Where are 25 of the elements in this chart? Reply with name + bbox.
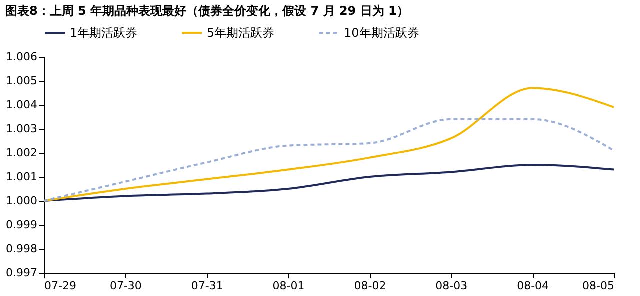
y-tick-label: 1.006 [6,50,38,64]
line-series [43,87,615,202]
x-tick-label: 07-30 [110,280,142,292]
x-tick-label: 07-29 [44,280,76,292]
y-tick-label: 1.003 [6,122,38,136]
y-tick-label: 1.004 [6,98,38,112]
x-tick-label: 08-05 [582,280,614,292]
chart-title: 图表8：上周 5 年期品种表现最好（债券全价变化，假设 7 月 29 日为 1） [6,4,409,18]
y-tick-label: 0.997 [6,266,38,280]
legend-label: 1年期活跃券 [70,26,138,40]
x-tick-label: 08-01 [272,280,305,292]
x-tick-label: 08-02 [354,280,386,292]
line-series [43,118,615,202]
legend-label: 5年期活跃券 [207,26,275,40]
legend-label: 10年期活跃券 [344,26,420,40]
x-tick-label: 07-31 [191,280,224,292]
y-tick-label: 1.002 [6,146,38,160]
y-tick-label: 1.005 [6,74,38,88]
x-tick-label: 08-03 [436,280,468,292]
y-tick-label: 0.999 [6,218,38,232]
line-series [43,164,615,202]
x-tick-label: 08-04 [517,280,550,292]
y-tick-label: 1.001 [6,170,38,184]
y-tick-label: 1.000 [6,194,38,208]
y-tick-label: 0.998 [6,242,38,256]
